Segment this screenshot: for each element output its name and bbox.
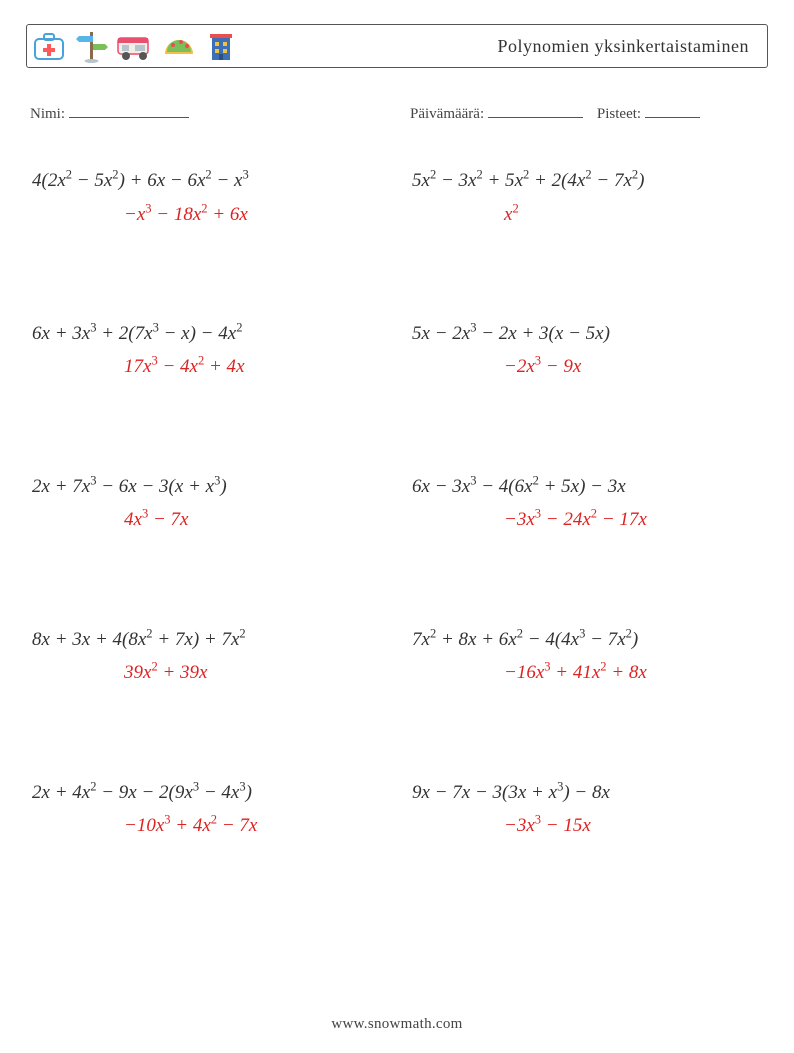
icon-row	[31, 28, 239, 64]
camper-icon	[115, 28, 155, 64]
date-field-line	[488, 104, 583, 118]
problem-expression: 2x + 7x3 − 6x − 3(x + x3)	[32, 473, 382, 502]
problem-answer: −3x3 − 15x	[412, 811, 762, 841]
problem-2: 5x2 − 3x2 + 5x2 + 2(4x2 − 7x2) x2	[412, 167, 762, 230]
problem-expression: 7x2 + 8x + 6x2 − 4(4x3 − 7x2)	[412, 626, 762, 655]
score-field-line	[645, 104, 700, 118]
name-field-line	[69, 104, 189, 118]
problem-8: 7x2 + 8x + 6x2 − 4(4x3 − 7x2) −16x3 + 41x…	[412, 626, 762, 689]
problem-answer: 4x3 − 7x	[32, 505, 382, 535]
problem-7: 8x + 3x + 4(8x2 + 7x) + 7x2 39x2 + 39x	[32, 626, 382, 689]
problem-answer: −10x3 + 4x2 − 7x	[32, 811, 382, 841]
problem-answer: 17x3 − 4x2 + 4x	[32, 352, 382, 382]
problem-expression: 2x + 4x2 − 9x − 2(9x3 − 4x3)	[32, 779, 382, 808]
footer-url: www.snowmath.com	[0, 1016, 794, 1033]
date-label: Päivämäärä:	[410, 106, 484, 122]
problem-3: 6x + 3x3 + 2(7x3 − x) − 4x2 17x3 − 4x2 + …	[32, 320, 382, 383]
problem-4: 5x − 2x3 − 2x + 3(x − 5x) −2x3 − 9x	[412, 320, 762, 383]
score-label: Pisteet:	[597, 106, 641, 122]
building-icon	[203, 28, 239, 64]
problem-expression: 6x + 3x3 + 2(7x3 − x) − 4x2	[32, 320, 382, 349]
header: Polynomien yksinkertaistaminen	[26, 24, 768, 68]
problem-expression: 5x − 2x3 − 2x + 3(x − 5x)	[412, 320, 762, 349]
taco-icon	[161, 28, 197, 64]
problem-9: 2x + 4x2 − 9x − 2(9x3 − 4x3) −10x3 + 4x2 …	[32, 779, 382, 842]
problem-expression: 5x2 − 3x2 + 5x2 + 2(4x2 − 7x2)	[412, 167, 762, 196]
problem-expression: 6x − 3x3 − 4(6x2 + 5x) − 3x	[412, 473, 762, 502]
problem-5: 2x + 7x3 − 6x − 3(x + x3) 4x3 − 7x	[32, 473, 382, 536]
problem-6: 6x − 3x3 − 4(6x2 + 5x) − 3x −3x3 − 24x2 −…	[412, 473, 762, 536]
problem-expression: 4(2x2 − 5x2) + 6x − 6x2 − x3	[32, 167, 382, 196]
problem-10: 9x − 7x − 3(3x + x3) − 8x −3x3 − 15x	[412, 779, 762, 842]
problem-answer: −16x3 + 41x2 + 8x	[412, 658, 762, 688]
problem-expression: 9x − 7x − 3(3x + x3) − 8x	[412, 779, 762, 808]
problem-1: 4(2x2 − 5x2) + 6x − 6x2 − x3 −x3 − 18x2 +…	[32, 167, 382, 230]
problems-grid: 4(2x2 − 5x2) + 6x − 6x2 − x3 −x3 − 18x2 +…	[26, 167, 768, 841]
problem-answer: x2	[412, 200, 762, 230]
medkit-icon	[31, 28, 67, 64]
problem-answer: 39x2 + 39x	[32, 658, 382, 688]
meta-row: Nimi: Päivämäärä: Pisteet:	[26, 104, 768, 123]
problem-expression: 8x + 3x + 4(8x2 + 7x) + 7x2	[32, 626, 382, 655]
problem-answer: −2x3 − 9x	[412, 352, 762, 382]
name-label: Nimi:	[30, 106, 65, 122]
problem-answer: −x3 − 18x2 + 6x	[32, 200, 382, 230]
problem-answer: −3x3 − 24x2 − 17x	[412, 505, 762, 535]
signpost-icon	[73, 28, 109, 64]
worksheet-title: Polynomien yksinkertaistaminen	[498, 36, 749, 57]
